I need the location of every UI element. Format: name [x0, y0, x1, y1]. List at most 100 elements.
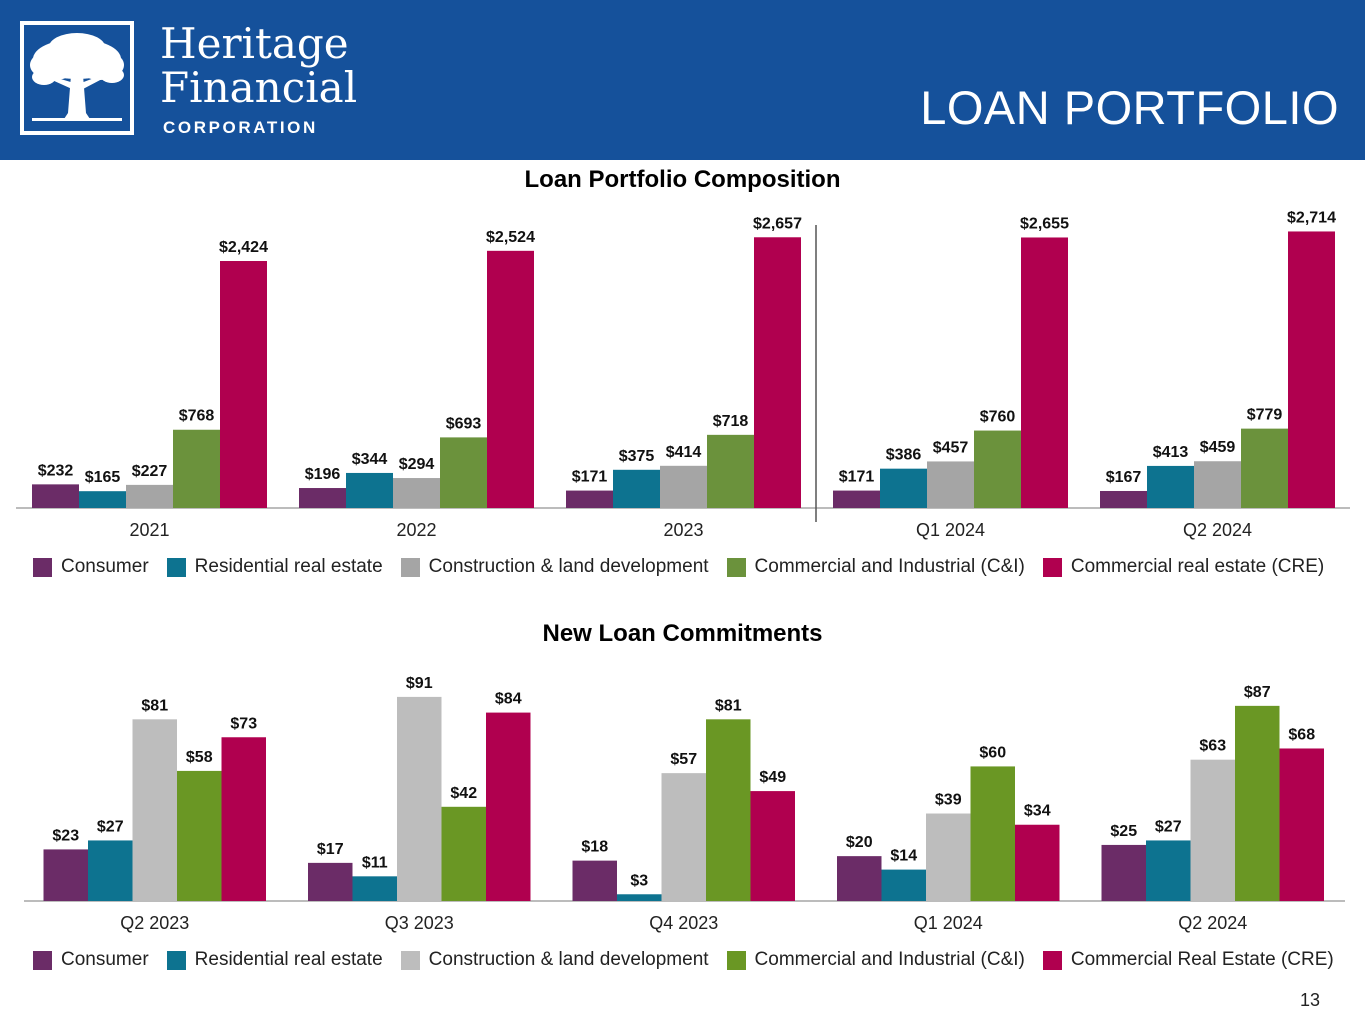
chart2-data-label: $87 [1244, 684, 1271, 701]
chart2-data-label: $25 [1110, 823, 1137, 840]
chart2-category-label: Q4 2023 [649, 913, 718, 933]
chart2-data-label: $81 [141, 697, 168, 714]
chart1-data-label: $171 [572, 469, 608, 486]
chart1-bar-consumer-2022 [299, 488, 346, 508]
chart2-legend-item-consumer: Consumer [33, 949, 149, 971]
chart1-data-label: $718 [713, 413, 749, 430]
chart2-bar-residential-q1-2024 [881, 869, 926, 901]
chart1-legend-swatch-cni [726, 557, 746, 577]
chart1-legend-item-construction: Construction & land development [400, 556, 709, 578]
chart2-data-label: $68 [1288, 726, 1315, 743]
chart2-category-label: Q2 2023 [120, 913, 189, 933]
loan-portfolio-composition-chart: $232 $165 $227 $768 $2,424 2021 $196 $344 $294 $6… [16, 209, 1350, 540]
chart1-bar-residential-2022 [346, 472, 393, 508]
chart2-bar-cni-q4-2023 [706, 719, 751, 901]
chart1-data-label: $2,655 [1020, 215, 1069, 232]
chart1-legend-swatch-consumer [33, 557, 52, 577]
chart1-legend-label-consumer: Consumer [61, 556, 149, 577]
chart1-data-label: $413 [1153, 444, 1189, 461]
chart1-data-label: $457 [933, 439, 969, 456]
chart1-category-label: 2022 [396, 520, 436, 540]
chart2-legend-swatch-cni [726, 950, 746, 970]
chart2-legend-label-residential: Residential real estate [194, 949, 383, 970]
chart1-data-label: $760 [980, 409, 1016, 426]
chart2-bar-residential-q3-2023 [352, 876, 397, 901]
chart2-bar-cre-q3-2023 [486, 712, 531, 901]
chart1-data-label: $2,524 [486, 229, 535, 246]
chart1-bar-residential-q2-2024 [1147, 465, 1194, 508]
chart1-data-label: $2,714 [1287, 209, 1336, 226]
chart2-bar-cre-q2-2023 [221, 737, 266, 901]
chart2-data-label: $3 [630, 872, 648, 889]
chart2-bar-construction-q4-2023 [661, 773, 706, 901]
chart1-legend-label-residential: Residential real estate [194, 556, 383, 577]
chart2-bar-consumer-q4-2023 [572, 860, 617, 901]
chart2-bar-construction-q3-2023 [397, 696, 442, 901]
chart1-data-label: $344 [352, 451, 388, 468]
chart1-bar-consumer-q2-2024 [1100, 490, 1147, 508]
chart1-data-label: $171 [839, 469, 875, 486]
chart1-data-label: $375 [619, 448, 655, 465]
chart2-data-label: $27 [97, 818, 124, 835]
header-banner: Heritage Financial CORPORATION LOAN PORT… [0, 0, 1365, 160]
chart2-data-label: $84 [495, 691, 522, 708]
chart1-data-label: $165 [85, 469, 121, 486]
chart1-bar-cni-2021 [173, 429, 220, 508]
chart2-bar-residential-q4-2023 [617, 894, 662, 901]
chart2-legend-swatch-consumer [33, 950, 52, 970]
chart2-legend-swatch-construction [400, 950, 420, 970]
chart2-bar-consumer-q3-2023 [308, 862, 353, 901]
chart2-data-label: $14 [890, 848, 917, 865]
chart2-bar-cni-q2-2024 [1235, 705, 1280, 901]
chart1-bar-cni-q1-2024 [974, 430, 1021, 508]
chart2-bar-consumer-q2-2024 [1101, 844, 1146, 901]
chart1-bar-residential-q1-2024 [880, 468, 927, 508]
chart1-data-label: $196 [305, 466, 341, 483]
chart2-legend-label-cre: Commercial Real Estate (CRE) [1070, 949, 1334, 970]
chart2-data-label: $20 [846, 834, 873, 851]
oak-tree-icon [30, 33, 124, 121]
chart2-bar-cre-q1-2024 [1015, 824, 1060, 901]
chart2-data-label: $73 [230, 715, 257, 732]
chart1-legend-item-cni: Commercial and Industrial (C&I) [726, 556, 1025, 578]
chart1-bar-cre-2021 [220, 261, 267, 508]
chart2-data-label: $91 [406, 675, 433, 692]
tree-logo [20, 21, 134, 135]
chart2-bar-construction-q1-2024 [926, 813, 971, 901]
chart1-bar-residential-2023 [613, 469, 660, 508]
chart1-category-label: Q2 2024 [1183, 520, 1252, 540]
chart2-legend-item-cni: Commercial and Industrial (C&I) [726, 949, 1025, 971]
chart2-legend-swatch-cre [1042, 950, 1062, 970]
chart1-data-label: $779 [1247, 407, 1283, 424]
chart1-data-label: $232 [38, 462, 74, 479]
chart2-data-label: $11 [362, 854, 388, 871]
chart2-category-label: Q1 2024 [914, 913, 983, 933]
chart1-bar-construction-2022 [393, 478, 440, 508]
chart1-legend-swatch-construction [400, 557, 420, 577]
chart1-bar-construction-2023 [660, 465, 707, 508]
chart1-data-label: $459 [1200, 439, 1236, 456]
chart1-bar-cre-q1-2024 [1021, 237, 1068, 508]
chart1-legend: Consumer Residential real estate Construct… [33, 556, 1324, 578]
chart2-bar-cni-q1-2024 [970, 766, 1015, 901]
chart2-title: New Loan Commitments [542, 620, 823, 647]
page-title: LOAN PORTFOLIO [920, 81, 1339, 134]
chart2-bar-construction-q2-2023 [132, 719, 177, 901]
chart2-data-label: $17 [317, 841, 344, 858]
chart2-category-label: Q2 2024 [1178, 913, 1247, 933]
chart1-title: Loan Portfolio Composition [524, 166, 841, 193]
chart1-data-label: $294 [399, 456, 435, 473]
chart1-legend-swatch-residential [166, 557, 186, 577]
chart1-legend-label-construction: Construction & land development [428, 556, 709, 577]
chart2-data-label: $18 [581, 839, 608, 856]
chart1-bar-construction-q1-2024 [927, 461, 974, 508]
chart2-data-label: $81 [715, 697, 742, 714]
chart2-data-label: $58 [186, 749, 213, 766]
chart1-bar-consumer-2021 [32, 484, 79, 508]
chart2-data-label: $57 [670, 751, 697, 768]
chart2-bar-residential-q2-2023 [88, 840, 133, 901]
chart2-legend: Consumer Residential real estate Construct… [33, 949, 1334, 971]
chart1-legend-label-cni: Commercial and Industrial (C&I) [754, 556, 1025, 577]
chart1-bar-residential-2021 [79, 491, 126, 508]
chart1-bar-cre-q2-2024 [1288, 231, 1335, 509]
